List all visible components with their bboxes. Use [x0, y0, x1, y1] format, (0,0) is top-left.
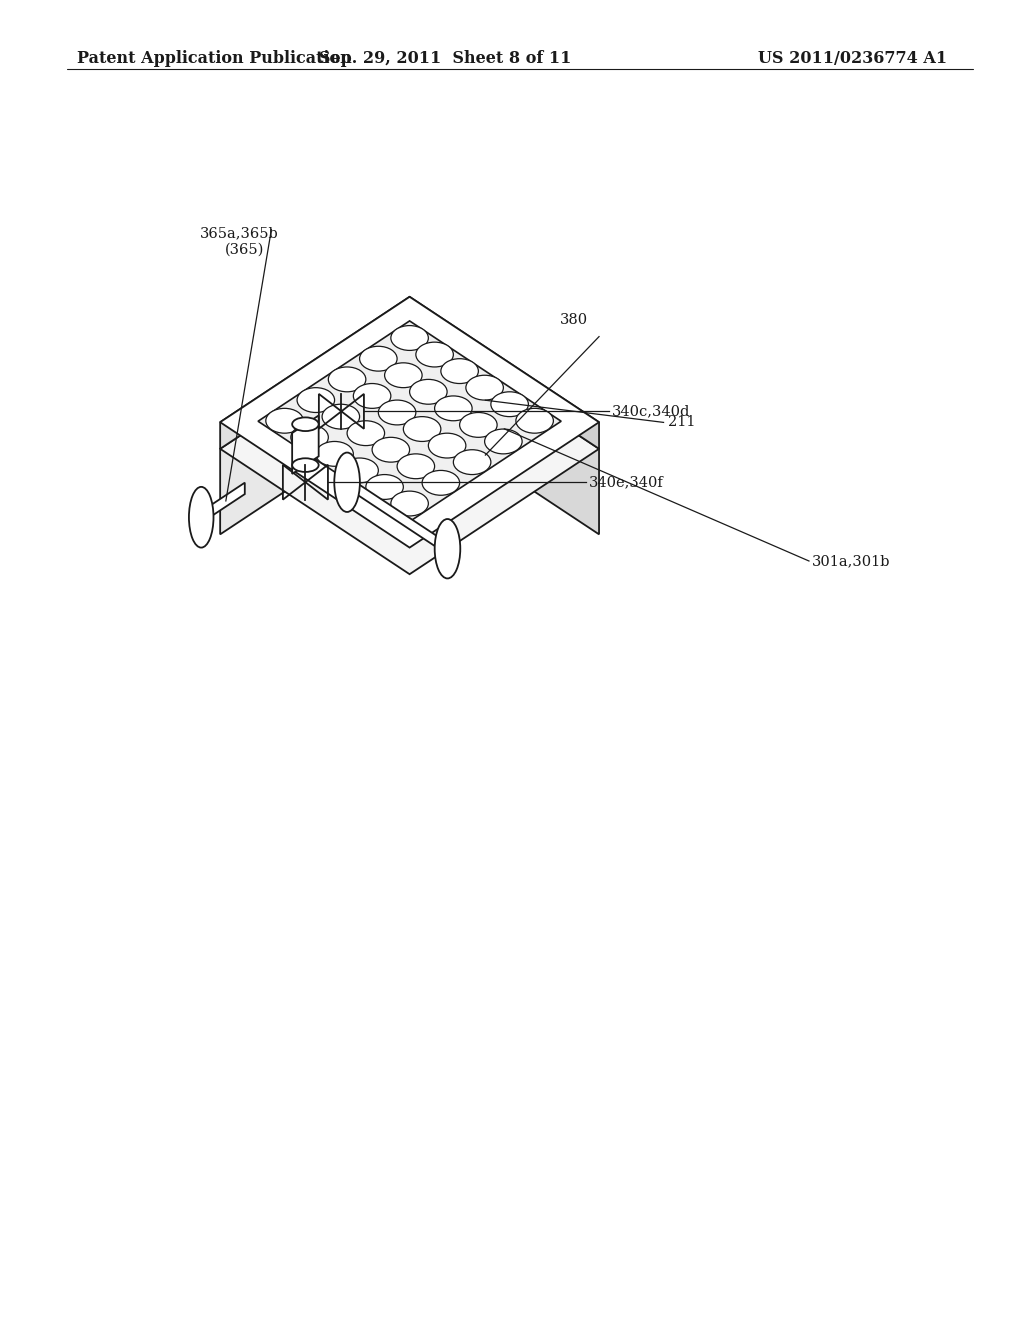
Ellipse shape — [292, 417, 318, 432]
Polygon shape — [292, 416, 318, 474]
Text: Sep. 29, 2011  Sheet 8 of 11: Sep. 29, 2011 Sheet 8 of 11 — [319, 50, 571, 67]
Ellipse shape — [416, 342, 454, 367]
Ellipse shape — [391, 491, 428, 516]
Ellipse shape — [466, 375, 504, 400]
Polygon shape — [220, 323, 410, 535]
Polygon shape — [410, 323, 599, 535]
Text: 211: 211 — [668, 416, 695, 429]
Ellipse shape — [460, 412, 497, 437]
Ellipse shape — [372, 437, 410, 462]
Ellipse shape — [329, 367, 366, 392]
Polygon shape — [220, 297, 410, 449]
Text: FIG. 9: FIG. 9 — [371, 343, 418, 358]
Ellipse shape — [359, 346, 397, 371]
Text: 340e,340f: 340e,340f — [589, 475, 664, 490]
Ellipse shape — [291, 425, 329, 450]
Ellipse shape — [366, 475, 403, 499]
Ellipse shape — [516, 408, 553, 433]
Text: (365): (365) — [225, 243, 264, 257]
Ellipse shape — [323, 404, 359, 429]
Ellipse shape — [347, 421, 385, 446]
Ellipse shape — [490, 392, 528, 417]
Polygon shape — [220, 297, 599, 548]
Ellipse shape — [410, 379, 447, 404]
Ellipse shape — [434, 396, 472, 421]
Ellipse shape — [353, 384, 391, 408]
Ellipse shape — [292, 458, 318, 473]
Ellipse shape — [385, 363, 422, 388]
Ellipse shape — [188, 487, 214, 548]
Ellipse shape — [297, 388, 335, 412]
Polygon shape — [220, 323, 599, 574]
Text: 365a,365b: 365a,365b — [200, 226, 279, 240]
Ellipse shape — [391, 326, 428, 350]
Ellipse shape — [428, 433, 466, 458]
Text: 380: 380 — [559, 313, 588, 327]
Polygon shape — [201, 483, 245, 523]
Ellipse shape — [378, 400, 416, 425]
Ellipse shape — [434, 519, 461, 578]
Text: US 2011/0236774 A1: US 2011/0236774 A1 — [758, 50, 947, 67]
Ellipse shape — [441, 359, 478, 384]
Ellipse shape — [334, 453, 359, 512]
Text: Patent Application Publication: Patent Application Publication — [77, 50, 351, 67]
Text: 340c,340d: 340c,340d — [612, 404, 691, 418]
Ellipse shape — [454, 450, 490, 475]
Ellipse shape — [315, 441, 353, 466]
Ellipse shape — [266, 408, 303, 433]
Ellipse shape — [484, 429, 522, 454]
Ellipse shape — [422, 470, 460, 495]
Ellipse shape — [397, 454, 434, 479]
Ellipse shape — [403, 417, 441, 441]
Polygon shape — [258, 321, 561, 521]
Polygon shape — [410, 297, 599, 449]
Ellipse shape — [341, 458, 378, 483]
Text: 301a,301b: 301a,301b — [812, 554, 891, 568]
Polygon shape — [347, 477, 447, 554]
